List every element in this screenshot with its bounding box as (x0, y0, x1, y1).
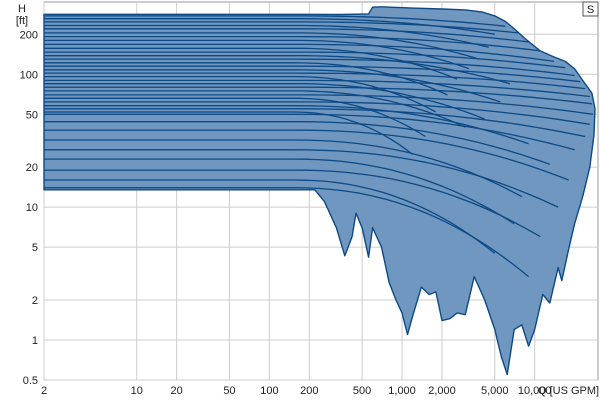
chart-marks (43, 6, 596, 376)
y-tick-label: 100 (20, 69, 38, 81)
x-tick-label: 10 (131, 385, 143, 397)
pump-curve-line (44, 79, 590, 98)
pump-curve-line (44, 97, 426, 138)
pump-curve-line (44, 24, 489, 48)
y-axis-label: H (18, 3, 26, 15)
y-tick-label: 20 (26, 162, 38, 174)
pump-curve-line (44, 113, 575, 151)
s-button[interactable]: S (582, 1, 599, 17)
pump-curve-line (44, 47, 458, 80)
pump-curve-line (44, 65, 581, 83)
x-tick-label: 50 (223, 385, 235, 397)
x-tick-label: 500 (353, 385, 371, 397)
x-tick-label: 2,000 (428, 385, 456, 397)
pump-curve-line (44, 179, 496, 254)
x-tick-label: 2 (41, 385, 47, 397)
y-tick-label: 50 (26, 109, 38, 121)
x-tick-label: 10,000 (518, 385, 552, 397)
pump-curve-line (44, 158, 515, 225)
y-tick-label: 0.5 (23, 375, 38, 387)
pump-curve-line (44, 51, 566, 69)
pump-curve-line (44, 121, 551, 165)
pump-curve-line (44, 58, 575, 77)
pump-curve-line (44, 101, 590, 125)
pump-curve-line (44, 129, 569, 181)
x-tick-labels: 2 10 20 50 100 200 500 1,000 2,000 5,000 10,000 (41, 385, 552, 397)
y-tick-label: 5 (32, 242, 38, 254)
pump-curve-line (44, 18, 495, 35)
pump-curve-line (44, 35, 541, 52)
pump-curve-line (44, 28, 529, 43)
y-tick-label: 10 (26, 202, 38, 214)
x-tick-label: 200 (300, 385, 318, 397)
pump-curve-line (44, 108, 586, 138)
x-tick-label: 1,000 (388, 385, 416, 397)
pump-curve-line (44, 94, 594, 115)
pump-curve-line (44, 75, 437, 113)
pump-curve-line (44, 15, 506, 27)
y-tick-labels: 0.5 1 2 5 10 20 50 100 200 (20, 29, 38, 387)
s-button-label: S (587, 4, 594, 16)
x-tick-label: 100 (260, 385, 278, 397)
y-tick-label: 200 (20, 29, 38, 41)
pump-curve-line (44, 69, 501, 103)
pump-curve-line (44, 187, 530, 278)
pump-curve-line (44, 86, 592, 105)
y-axis-unit: [ft] (16, 15, 28, 27)
pump-curve-line (44, 72, 586, 90)
pump-curve-line (44, 21, 519, 34)
pump-curve-line (44, 43, 555, 63)
pump-curve-line (44, 111, 413, 155)
pump-curve-line (44, 62, 448, 96)
y-tick-label: 2 (32, 295, 38, 307)
pump-curve-line (44, 149, 559, 208)
x-tick-label: 5,000 (481, 385, 509, 397)
x-tick-label: 20 (171, 385, 183, 397)
pump-curve-line (44, 169, 541, 238)
x-axis-label: Q [US GPM] (538, 385, 599, 397)
y-tick-label: 1 (32, 335, 38, 347)
pump-curve-line (44, 83, 485, 120)
